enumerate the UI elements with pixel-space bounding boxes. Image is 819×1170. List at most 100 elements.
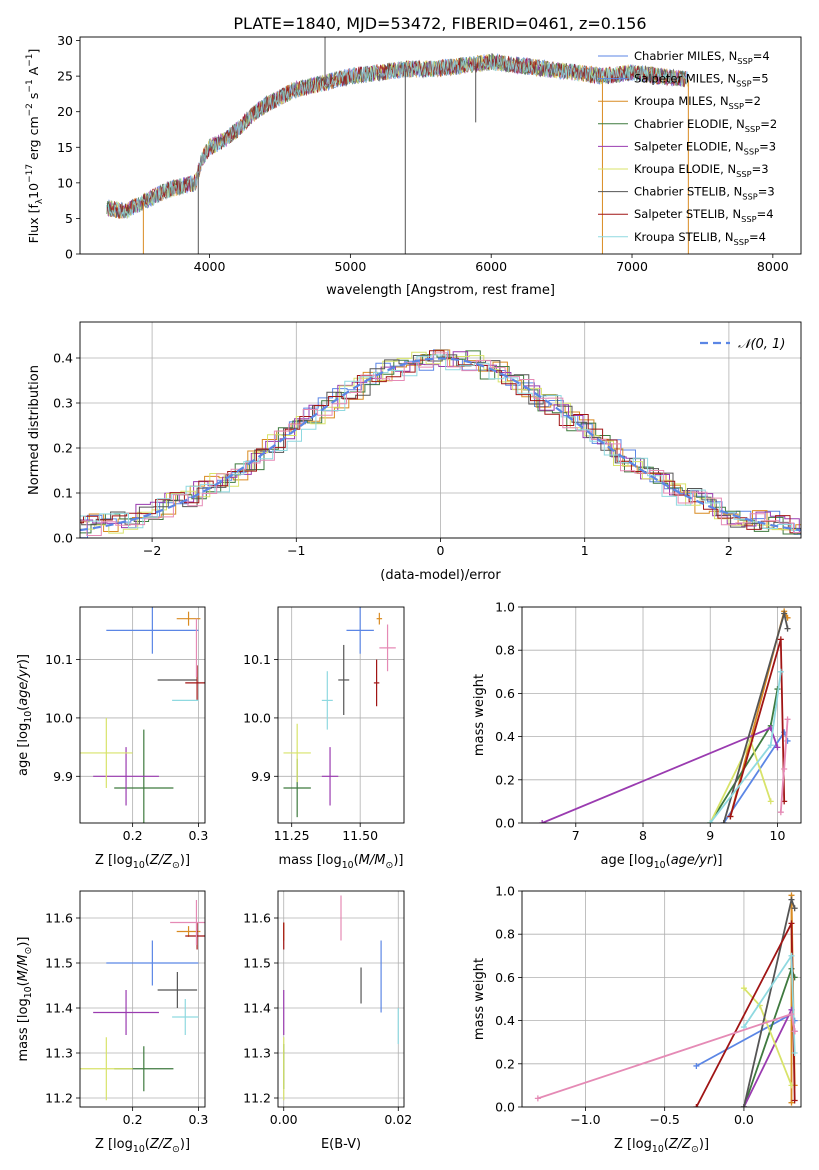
x-tick-label: 0.2 [123,1112,143,1127]
y-tick-label: 11.6 [243,911,271,926]
legend-label: Kroupa MILES, NSSP=2 [634,94,761,111]
z-mass-axes: 0.2 0.3 11.2 11.3 11.4 11.5 11.6 [45,890,208,1127]
errorbar-point [321,671,333,730]
y-tick-label: 0.4 [495,1013,515,1028]
y-tick-label: 11.2 [243,1091,271,1106]
x-tick-label: 7000 [616,259,648,274]
errorbar-point [93,990,159,1035]
errorbar-point [114,729,174,823]
y-axis-label: mass weight [472,674,487,756]
point-marker [788,896,795,903]
errorbar-point [185,665,205,701]
histogram-step [80,349,801,532]
spectrum-axes: 4000 5000 6000 7000 8000 0 5 10 15 20 25 30 [57,33,802,274]
x-axis-label: E(B-V) [321,1137,361,1152]
y-tick-label: 11.3 [243,1046,271,1061]
errorbar-point [170,900,205,945]
plot-area [80,900,205,1101]
x-tick-label: 9 [706,828,714,843]
point-marker [534,1095,541,1102]
y-tick-label: 10 [57,175,73,190]
y-tick-label: 0.0 [495,816,515,831]
gaussian-curve [80,357,801,532]
legend-label: 𝒩(0, 1) [738,337,785,352]
point-marker [707,820,714,823]
x-tick-label: 6000 [475,259,507,274]
legend-label: Chabrier ELODIE, NSSP=2 [634,117,777,134]
x-tick-label: 1 [581,543,589,558]
y-axis-label: Flux [fλ10−17 erg cm−2 s−1 A−1] [25,49,45,244]
point-marker [727,813,734,820]
errorbar-point [157,972,198,1008]
point-marker [781,610,788,617]
point-marker [777,668,784,675]
y-axis-label: mass [log10(M/M⊙)] [16,937,34,1062]
errorbar-point [80,717,133,788]
x-tick-label: −1.0 [570,1112,600,1127]
point-marker [693,1104,700,1107]
legend-label: Kroupa ELODIE, NSSP=3 [634,162,769,179]
histogram-step [80,351,801,537]
ebv-mass-axes: 0.00 0.02 11.2 11.3 11.4 11.5 11.6 [243,890,412,1127]
x-axis-label: Z [log10(Z/Z⊙)] [614,1137,709,1155]
y-tick-label: 0.3 [53,396,73,411]
x-axis-label: (data-model)/error [380,568,501,583]
axes-frame [521,606,802,824]
axes-frame [79,606,206,824]
plot-area [106,37,689,254]
point-marker [788,952,795,959]
mass-age-axes: 11.25 11.50 9.9 10.0 10.1 [243,606,405,843]
point-marker [791,905,798,912]
y-tick-label: 0.1 [53,486,73,501]
y-tick-label: 0.2 [495,772,515,787]
y-tick-label: 11.4 [243,1001,271,1016]
histogram-step [80,354,801,531]
y-tick-label: 0.2 [53,441,73,456]
point-marker [788,920,795,927]
errorbar-point [283,723,311,783]
legend-label: Salpeter ELODIE, NSSP=3 [634,139,776,156]
z-age-axes: 0.2 0.3 9.9 10.0 10.1 [45,606,208,843]
x-tick-label: 0.02 [384,1112,412,1127]
histogram-axes: −2 −1 0 1 2 0.0 0.1 0.2 0.3 0.4 [53,321,802,558]
errorbar-point [106,940,199,986]
y-tick-label: 5 [65,211,73,226]
x-tick-label: 0 [437,543,445,558]
plot-area [534,892,798,1107]
y-tick-label: 0.8 [495,643,515,658]
x-tick-label: −1 [287,543,305,558]
x-tick-label: −0.5 [649,1112,679,1127]
errorbar-point [106,607,199,654]
y-tick-label: 11.6 [45,911,73,926]
point-marker [788,1082,795,1089]
point-marker [784,716,791,723]
y-tick-label: 0.0 [53,531,73,546]
y-tick-label: 9.9 [251,769,271,784]
point-marker [740,1104,747,1107]
y-tick-label: 30 [57,33,73,48]
x-tick-label: 5000 [334,259,366,274]
mass-weight-line [729,639,786,817]
y-tick-label: 11.5 [45,956,73,971]
axes-frame [79,36,802,255]
spectrum-line [107,54,689,219]
errorbar-point [321,747,339,806]
y-tick-label: 11.4 [45,1001,73,1016]
y-tick-label: 25 [57,69,73,84]
errorbar-point [379,624,396,672]
legend-label: Kroupa STELIB, NSSP=4 [634,230,766,247]
x-tick-label: 11.25 [274,828,310,843]
histogram-step [80,351,801,533]
legend-label: Chabrier MILES, NSSP=4 [634,49,770,66]
mass-weight-line [743,1006,796,1107]
point-marker [781,766,788,772]
histogram-step [80,350,801,534]
legend-label: Salpeter MILES, NSSP=5 [634,72,769,89]
mass-weight-line [743,952,796,1054]
y-axis-label: Normed distribution [27,365,42,495]
axes-frame [521,890,802,1108]
x-axis-label: Z [log10(Z/Z⊙)] [95,853,190,871]
y-tick-label: 10.1 [45,652,73,667]
x-tick-label: 7 [572,828,580,843]
y-tick-label: 15 [57,140,73,155]
